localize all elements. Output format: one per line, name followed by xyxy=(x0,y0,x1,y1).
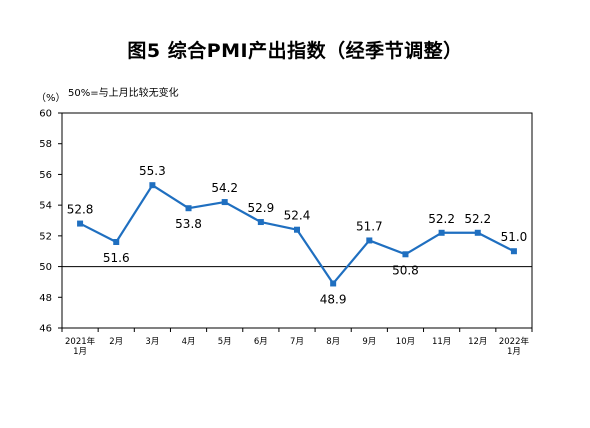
x-tick-label: 2022年 1月 xyxy=(499,336,530,357)
y-tick-label: 60 xyxy=(39,109,52,120)
x-tick-label: 6月 xyxy=(254,337,268,347)
data-point-marker xyxy=(185,205,192,212)
data-label: 52.8 xyxy=(67,203,94,217)
data-label: 52.4 xyxy=(284,209,311,223)
data-point-marker xyxy=(257,219,264,226)
data-point-marker xyxy=(402,251,409,258)
x-tick-label: 2021年 1月 xyxy=(65,336,96,357)
data-point-marker xyxy=(510,248,517,255)
data-label: 50.8 xyxy=(392,263,419,277)
chart-title: 图5 综合PMI产出指数（经季节调整） xyxy=(127,40,463,62)
x-tick-label: 3月 xyxy=(145,337,159,347)
x-tick-label: 4月 xyxy=(182,337,196,347)
y-tick-label: 54 xyxy=(39,201,52,212)
data-point-marker xyxy=(474,229,481,236)
y-tick-label: 52 xyxy=(39,231,52,242)
data-point-marker xyxy=(330,280,337,287)
data-label: 51.6 xyxy=(103,251,130,265)
data-point-marker xyxy=(113,239,120,245)
data-point-marker xyxy=(438,229,445,236)
chart-note: 50%=与上月比较无变化 xyxy=(68,88,179,99)
data-point-marker xyxy=(221,199,228,206)
data-label: 52.2 xyxy=(464,212,491,226)
data-label: 54.2 xyxy=(211,181,238,195)
data-label: 53.8 xyxy=(175,217,202,231)
data-point-marker xyxy=(77,220,84,227)
data-label: 55.3 xyxy=(139,164,166,178)
data-label: 48.9 xyxy=(320,292,347,306)
x-tick-label: 10月 xyxy=(396,337,415,347)
data-point-marker xyxy=(294,226,300,233)
data-point-marker xyxy=(149,182,156,189)
x-tick-label: 9月 xyxy=(362,337,376,347)
data-point-marker xyxy=(366,237,373,244)
y-tick-label: 46 xyxy=(39,324,52,335)
x-tick-label: 11月 xyxy=(432,337,451,347)
data-label: 52.2 xyxy=(428,212,455,226)
y-tick-label: 50 xyxy=(39,262,52,273)
y-axis-unit-label: （%） xyxy=(36,93,66,104)
x-tick-label: 12月 xyxy=(468,337,487,347)
series-line xyxy=(79,184,515,285)
plot-frame xyxy=(61,112,533,329)
x-tick-label: 8月 xyxy=(326,337,340,347)
y-tick-label: 58 xyxy=(39,139,52,150)
x-tick-label: 7月 xyxy=(290,337,304,347)
data-label: 51.0 xyxy=(501,230,528,244)
x-tick-label: 2月 xyxy=(109,337,123,347)
data-label: 51.7 xyxy=(356,219,383,233)
x-tick-label: 5月 xyxy=(218,337,232,347)
data-label: 52.9 xyxy=(247,201,274,215)
y-tick-label: 56 xyxy=(39,170,52,181)
y-tick-label: 48 xyxy=(39,293,52,304)
